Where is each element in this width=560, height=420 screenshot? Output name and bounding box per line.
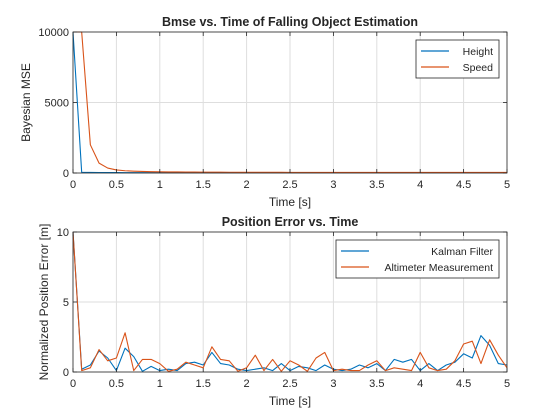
x-tick-label: 0: [70, 179, 76, 191]
chart-title: Bmse vs. Time of Falling Object Estimati…: [162, 15, 418, 29]
x-tick-label: 3.5: [369, 378, 384, 390]
x-tick-label: 2: [244, 179, 250, 191]
y-axis-label: Bayesian MSE: [19, 63, 33, 142]
x-tick-label: 1.5: [196, 179, 211, 191]
legend: Height Speed: [415, 39, 500, 79]
y-axis-label: Normalized Position Error [m]: [37, 224, 51, 381]
x-axis-label: Time [s]: [269, 394, 311, 408]
x-tick-label: 1: [157, 378, 163, 390]
x-tick-label: 4.5: [456, 378, 471, 390]
x-tick-label: 0: [70, 378, 76, 390]
legend-box: [335, 239, 500, 279]
x-tick-label: 3: [330, 378, 336, 390]
x-tick-label: 0.5: [109, 179, 124, 191]
x-tick-label: 4: [417, 378, 423, 390]
y-tick-label: 0: [63, 168, 69, 180]
x-tick-label: 2: [244, 378, 250, 390]
series-line-altimeter-measurement: [72, 231, 508, 372]
x-tick-label: 4: [417, 179, 423, 191]
y-tick-label: 10000: [38, 27, 69, 39]
chart-2: 0 0.5 1 1.5 2 2.5 3 3.5 4 4.5 5 0 5 10 Position Error …: [37, 215, 510, 408]
x-tick-label: 2.5: [282, 179, 297, 191]
legend-label: Altimeter Measurement: [384, 262, 493, 274]
y-tick-label: 5: [63, 297, 69, 309]
chart-title: Position Error vs. Time: [222, 215, 359, 229]
legend-label: Height: [463, 46, 493, 58]
x-tick-label: 2.5: [282, 378, 297, 390]
x-tick-label: 5: [504, 179, 510, 191]
x-tick-label: 3: [330, 179, 336, 191]
y-tick-label: 0: [63, 367, 69, 379]
chart-1: 0 0.5 1 1.5 2 2.5 3 3.5 4 4.5 5 0 5000 10000 Bmse vs. …: [19, 15, 510, 209]
y-tick-label: 10: [57, 227, 69, 239]
x-axis-label: Time [s]: [269, 195, 311, 209]
legend-label: Kalman Filter: [431, 246, 493, 258]
y-tick-label: 5000: [45, 98, 69, 110]
x-tick-label: 0.5: [109, 378, 124, 390]
x-tick-label: 4.5: [456, 179, 471, 191]
legend: Kalman Filter Altimeter Measurement: [335, 239, 500, 279]
legend-label: Speed: [463, 62, 494, 74]
x-tick-label: 1.5: [196, 378, 211, 390]
x-tick-label: 5: [504, 378, 510, 390]
x-tick-label: 1: [157, 179, 163, 191]
legend-box: [415, 39, 500, 79]
x-tick-label: 3.5: [369, 179, 384, 191]
